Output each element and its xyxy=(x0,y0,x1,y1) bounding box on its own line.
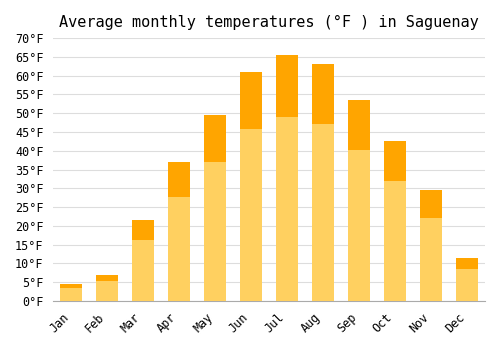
Bar xyxy=(204,115,226,162)
Bar xyxy=(132,220,154,240)
Bar xyxy=(384,141,406,181)
Bar xyxy=(96,275,118,301)
Bar xyxy=(60,284,82,301)
Bar xyxy=(456,258,478,301)
Bar xyxy=(168,162,190,301)
Bar xyxy=(312,64,334,301)
Bar xyxy=(384,141,406,301)
Bar xyxy=(420,190,442,301)
Bar xyxy=(240,72,262,129)
Bar xyxy=(60,284,82,288)
Bar xyxy=(276,55,298,301)
Bar xyxy=(132,220,154,301)
Title: Average monthly temperatures (°F ) in Saguenay: Average monthly temperatures (°F ) in Sa… xyxy=(59,15,479,30)
Bar xyxy=(456,258,478,268)
Bar xyxy=(348,100,370,150)
Bar xyxy=(240,72,262,301)
Bar xyxy=(204,115,226,301)
Bar xyxy=(348,100,370,301)
Bar xyxy=(168,162,190,197)
Bar xyxy=(96,275,118,281)
Bar xyxy=(276,55,298,117)
Bar xyxy=(312,64,334,124)
Bar xyxy=(420,190,442,218)
